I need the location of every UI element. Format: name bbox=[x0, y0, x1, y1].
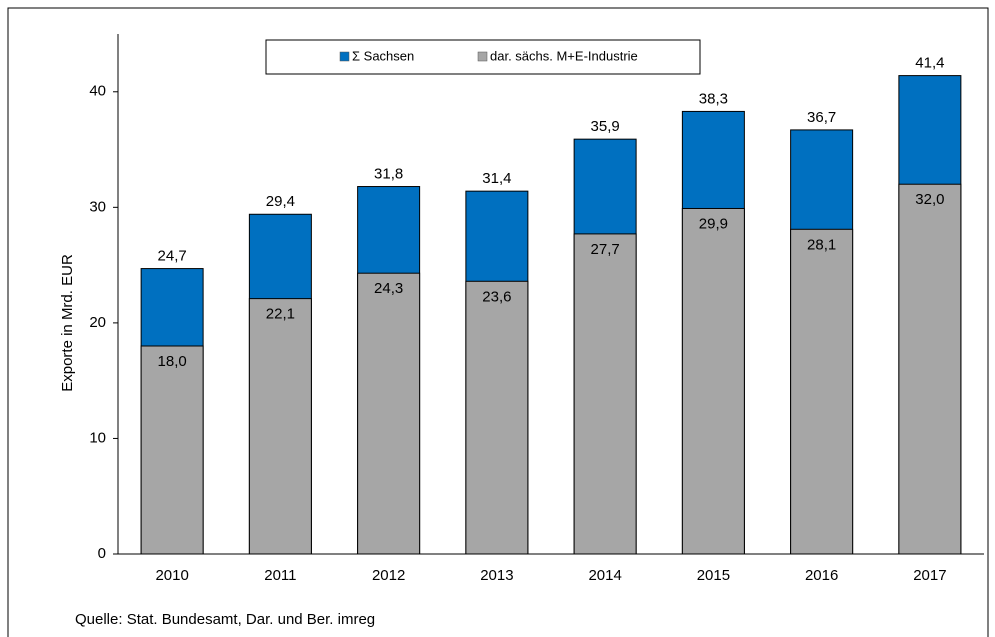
legend-label: Σ Sachsen bbox=[352, 48, 414, 63]
y-tick-label: 20 bbox=[89, 314, 106, 331]
bar bbox=[357, 272, 421, 555]
value-label: 31,8 bbox=[374, 166, 403, 183]
legend-swatch bbox=[339, 51, 350, 62]
x-tick-label: 2017 bbox=[913, 567, 946, 584]
bar bbox=[248, 298, 312, 555]
bar bbox=[465, 280, 529, 555]
y-tick-label: 40 bbox=[89, 83, 106, 100]
bar bbox=[898, 183, 962, 555]
value-label: 18,0 bbox=[158, 353, 187, 370]
value-label: 28,1 bbox=[807, 236, 836, 253]
value-label: 41,4 bbox=[915, 55, 944, 72]
y-axis-label: Exporte in Mrd. EUR bbox=[59, 254, 76, 392]
y-tick-label: 10 bbox=[89, 429, 106, 446]
x-tick-label: 2016 bbox=[805, 567, 838, 584]
chart-frame bbox=[7, 7, 989, 637]
bar bbox=[140, 345, 204, 555]
legend-swatch bbox=[477, 51, 488, 62]
value-label: 22,1 bbox=[266, 306, 295, 323]
value-label: 38,3 bbox=[699, 90, 728, 107]
x-tick-label: 2015 bbox=[697, 567, 730, 584]
x-tick-label: 2014 bbox=[588, 567, 621, 584]
value-label: 29,9 bbox=[699, 215, 728, 232]
legend-label: dar. sächs. M+E-Industrie bbox=[490, 48, 638, 63]
x-tick-label: 2011 bbox=[264, 567, 296, 584]
source-note: Quelle: Stat. Bundesamt, Dar. und Ber. i… bbox=[75, 611, 375, 628]
value-label: 35,9 bbox=[591, 118, 620, 135]
value-label: 24,3 bbox=[374, 280, 403, 297]
bar bbox=[573, 233, 637, 555]
value-label: 29,4 bbox=[266, 193, 295, 210]
y-tick-label: 0 bbox=[98, 545, 106, 562]
x-tick-label: 2013 bbox=[480, 567, 513, 584]
y-tick-label: 30 bbox=[89, 198, 106, 215]
value-label: 36,7 bbox=[807, 109, 836, 126]
bar bbox=[790, 228, 854, 555]
value-label: 32,0 bbox=[915, 191, 944, 208]
value-label: 24,7 bbox=[158, 248, 187, 265]
value-label: 31,4 bbox=[482, 170, 511, 187]
value-label: 23,6 bbox=[482, 288, 511, 305]
value-label: 27,7 bbox=[591, 241, 620, 258]
x-tick-label: 2012 bbox=[372, 567, 405, 584]
bar bbox=[681, 207, 745, 555]
x-tick-label: 2010 bbox=[155, 567, 188, 584]
